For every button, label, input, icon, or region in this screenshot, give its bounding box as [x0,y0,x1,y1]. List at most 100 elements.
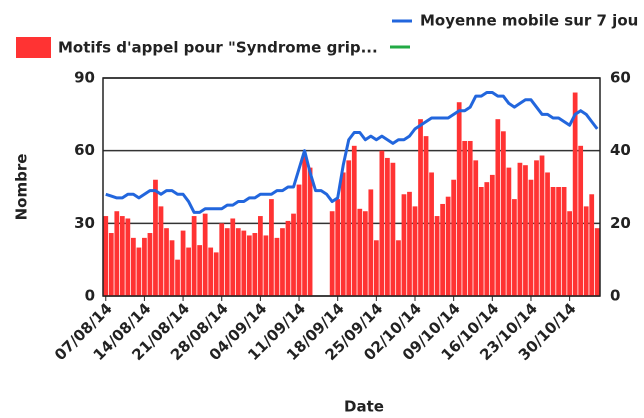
x-axis-title: Date [344,398,384,416]
bar [219,223,225,296]
y2-tick-label: 0 [610,287,620,305]
bar [534,160,539,296]
y-axis-title: Nombre [13,154,31,221]
bar [390,162,396,296]
line [105,91,599,214]
bar [578,145,584,296]
bar [594,228,600,296]
y2-tick-label: 40 [610,141,631,159]
bar [246,235,252,296]
bar [517,162,523,296]
bar [385,157,390,296]
bar [230,218,236,296]
bar [407,191,412,296]
bar [280,228,285,296]
bar [351,145,357,296]
bar [368,189,374,296]
bar [335,199,341,296]
bar [258,216,263,296]
bar [539,155,545,296]
bar [208,247,214,296]
bar [224,228,230,296]
bar [191,216,197,296]
bar [357,208,363,296]
bar [451,179,457,296]
bar [269,199,274,296]
legend-label: Motifs d'appel pour "Syndrome grip... [58,39,378,57]
bar [119,216,125,296]
bar [153,179,158,296]
y-tick-label: 60 [74,141,95,159]
bar [302,155,307,296]
plot-frame [102,77,601,297]
bar [506,167,512,296]
bar [136,247,142,296]
bar [462,140,468,296]
legend-label: Moyenne mobile sur 7 jou [420,12,638,30]
bar [158,206,164,296]
bar [500,131,506,296]
bar [103,216,109,296]
bar [142,237,147,296]
bar [213,252,219,296]
bar [202,213,208,296]
bar [467,140,473,296]
bar [241,230,247,296]
bar [180,230,186,296]
bar [495,119,501,296]
bar [445,196,451,296]
y2-tick-label: 60 [610,69,631,87]
bar [561,187,567,296]
bar [545,172,550,296]
bar [396,240,401,296]
bar [401,194,407,296]
bar [307,167,313,296]
bar [235,228,241,296]
bar [285,220,291,296]
bar [583,206,589,296]
bar [412,206,418,296]
bar [373,240,379,296]
bar [489,174,495,296]
bar [197,245,203,296]
bar [362,211,368,296]
bar [418,119,423,296]
bar [572,92,578,297]
bar [567,211,573,296]
bar [478,187,484,296]
bar [346,160,352,296]
bar [263,235,269,296]
bar [114,211,120,296]
bar [423,136,429,296]
bar [164,228,169,296]
bar [296,184,302,296]
bar [147,233,153,296]
bar [169,240,175,296]
bar [434,216,440,296]
bar [528,179,534,296]
bar [556,187,561,296]
bar [440,203,445,296]
bar [429,172,434,296]
bar [175,259,180,296]
bar [456,102,462,296]
y-tick-label: 0 [85,287,95,305]
bar [473,160,479,296]
bar [291,213,296,296]
bar [125,218,131,296]
y-tick-label: 90 [74,69,95,87]
bar [340,172,346,296]
bar [186,247,191,296]
y-tick-label: 30 [74,214,95,232]
bar [329,211,335,296]
bar [512,199,517,296]
y2-tick-label: 20 [610,214,631,232]
bar [523,165,528,296]
bar [252,233,258,296]
bar [274,237,280,296]
bar [108,233,114,296]
bar [379,150,385,296]
legend-swatch [16,37,51,58]
bar [589,194,595,296]
